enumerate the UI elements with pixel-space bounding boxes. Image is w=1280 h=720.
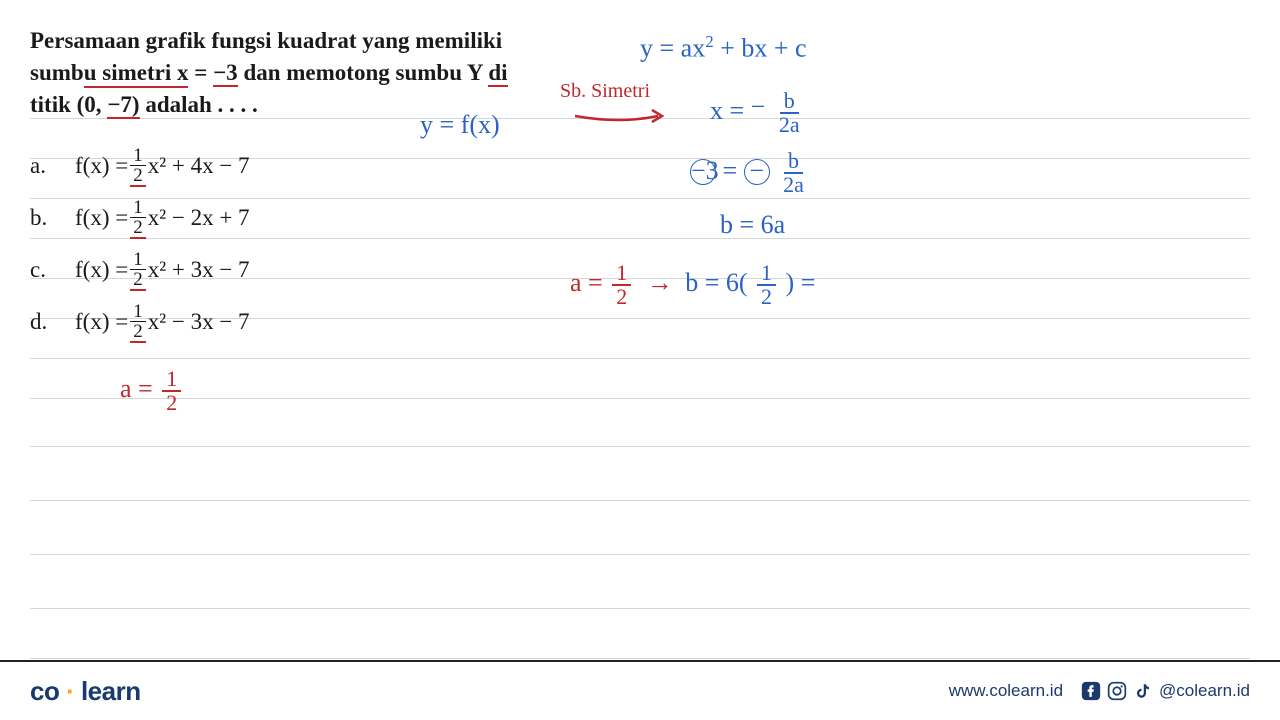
social-icons: @colearn.id	[1081, 681, 1250, 701]
option-c: c. f(x) = 12 x² + 3x − 7	[30, 244, 250, 296]
hand-a-half-line: a = 12 → b = 6( 12 ) =	[570, 262, 815, 308]
answer-options: a. f(x) = 12 x² + 4x − 7 b. f(x) = 12 x²…	[30, 140, 250, 348]
arrow-icon	[570, 104, 670, 130]
option-d: d. f(x) = 12 x² − 3x − 7	[30, 296, 250, 348]
fraction-icon: 12	[130, 302, 146, 343]
footer-right: www.colearn.id @colearn.id	[949, 681, 1250, 701]
hand-yfx: y = f(x)	[420, 110, 500, 140]
tiktok-icon	[1133, 681, 1153, 701]
fraction-icon: 12	[130, 146, 146, 187]
option-b: b. f(x) = 12 x² − 2x + 7	[30, 192, 250, 244]
instagram-icon	[1107, 681, 1127, 701]
question-text: Persamaan grafik fungsi kuadrat yang mem…	[30, 25, 565, 122]
hand-a-half-bottom: a = 12	[120, 368, 184, 414]
hand-sub-3: −3 = − b2a	[690, 150, 811, 196]
fraction-icon: 12	[130, 250, 146, 291]
hand-general-form: y = ax2 + bx + c	[640, 32, 807, 64]
footer-url: www.colearn.id	[949, 681, 1063, 701]
hand-sbsimetri: Sb. Simetri	[560, 80, 650, 103]
page: Persamaan grafik fungsi kuadrat yang mem…	[0, 0, 1280, 720]
footer-handle: @colearn.id	[1159, 681, 1250, 701]
question-line1: Persamaan grafik fungsi kuadrat yang mem…	[30, 28, 502, 53]
logo: co · learn	[30, 676, 141, 707]
hand-b6a: b = 6a	[720, 210, 785, 240]
hand-axis-formula: x = − b2a	[710, 90, 807, 136]
facebook-icon	[1081, 681, 1101, 701]
fraction-icon: 12	[130, 198, 146, 239]
option-a: a. f(x) = 12 x² + 4x − 7	[30, 140, 250, 192]
footer: co · learn www.colearn.id @colearn.id	[0, 660, 1280, 720]
